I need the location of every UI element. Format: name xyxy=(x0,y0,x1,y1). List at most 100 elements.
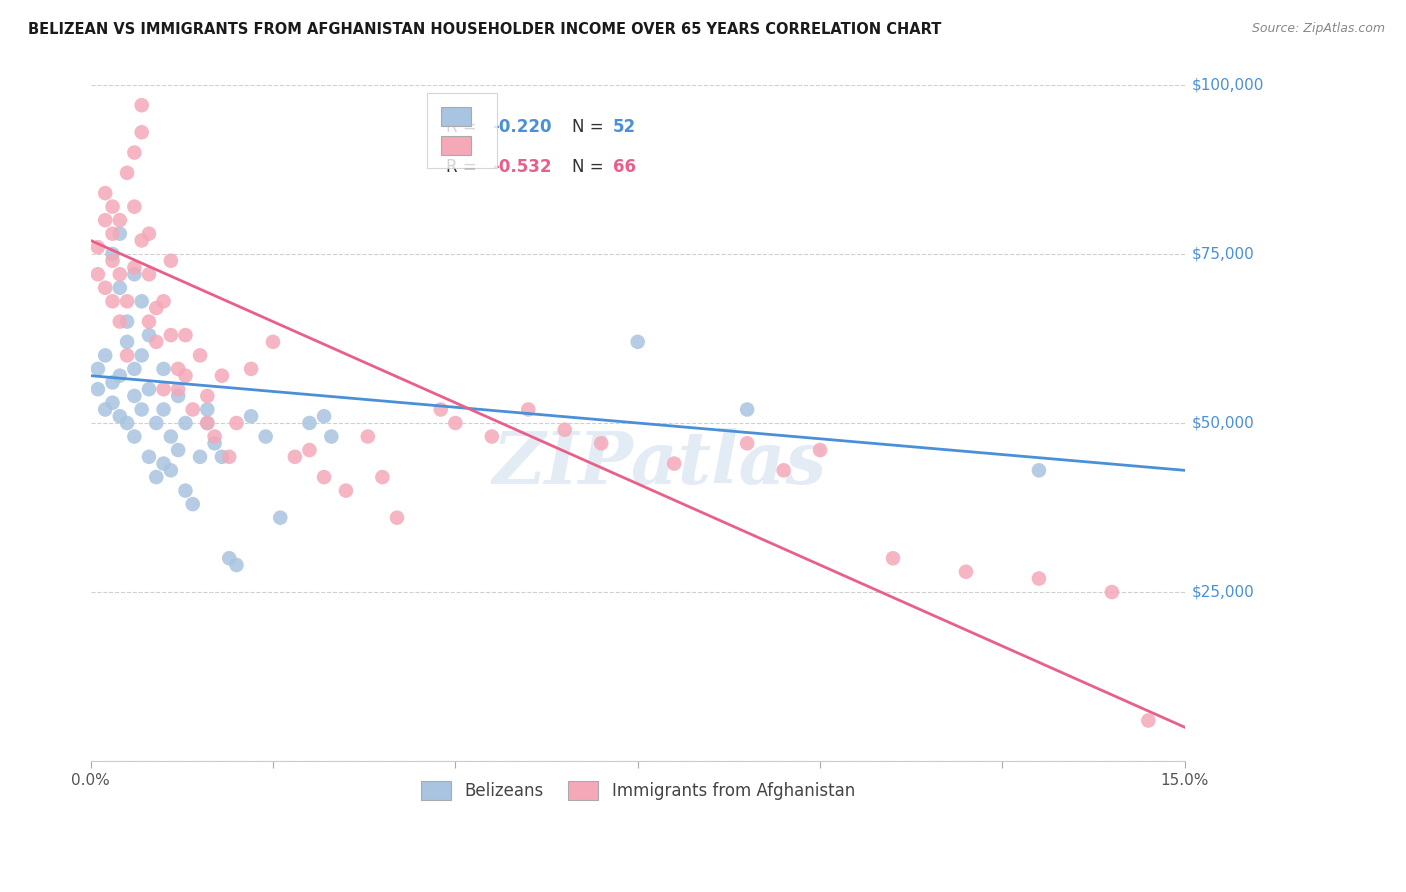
Point xyxy=(87,267,110,281)
Point xyxy=(124,200,146,214)
Point xyxy=(108,267,131,281)
Text: $100,000: $100,000 xyxy=(1192,78,1264,93)
Point xyxy=(225,416,247,430)
Point xyxy=(517,402,540,417)
Point xyxy=(298,416,321,430)
Point xyxy=(138,328,160,343)
Point xyxy=(955,565,977,579)
Point xyxy=(138,450,160,464)
Text: R =: R = xyxy=(446,159,482,177)
Text: -0.220: -0.220 xyxy=(492,118,551,136)
Point xyxy=(145,416,167,430)
Point xyxy=(1028,463,1050,477)
Point xyxy=(195,389,218,403)
Text: 66: 66 xyxy=(613,159,636,177)
Point xyxy=(94,402,117,417)
Point xyxy=(131,402,153,417)
Point xyxy=(211,450,233,464)
Point xyxy=(101,227,124,241)
Point xyxy=(1028,572,1050,586)
Point xyxy=(160,463,183,477)
Point xyxy=(188,450,211,464)
Point xyxy=(131,234,153,248)
Point xyxy=(181,402,204,417)
Point xyxy=(94,281,117,295)
Point xyxy=(174,328,197,343)
Point xyxy=(131,125,153,139)
Point xyxy=(1101,585,1123,599)
Point xyxy=(138,227,160,241)
Point xyxy=(131,98,153,112)
Point xyxy=(108,368,131,383)
Point xyxy=(167,443,190,458)
Point xyxy=(101,294,124,309)
Point xyxy=(101,200,124,214)
Point xyxy=(357,429,380,443)
Point xyxy=(262,334,284,349)
Point xyxy=(211,368,233,383)
Point xyxy=(772,463,794,477)
Point xyxy=(882,551,904,566)
Point xyxy=(152,457,174,471)
Point xyxy=(167,389,190,403)
Point xyxy=(108,315,131,329)
Point xyxy=(240,409,263,424)
Point xyxy=(195,402,218,417)
Point xyxy=(101,247,124,261)
Point xyxy=(124,260,146,275)
Point xyxy=(115,315,138,329)
Point xyxy=(188,348,211,362)
Point xyxy=(371,470,394,484)
Point xyxy=(204,429,226,443)
Point xyxy=(124,389,146,403)
Point xyxy=(124,429,146,443)
Point xyxy=(554,423,576,437)
Point xyxy=(115,166,138,180)
Point xyxy=(101,253,124,268)
Point xyxy=(124,267,146,281)
Point xyxy=(124,145,146,160)
Point xyxy=(269,510,291,524)
Point xyxy=(174,416,197,430)
Point xyxy=(335,483,357,498)
Point xyxy=(174,368,197,383)
Point xyxy=(108,213,131,227)
Point xyxy=(87,240,110,254)
Point xyxy=(94,186,117,201)
Point xyxy=(174,483,197,498)
Point xyxy=(240,362,263,376)
Point xyxy=(108,227,131,241)
Text: $50,000: $50,000 xyxy=(1192,416,1256,431)
Text: BELIZEAN VS IMMIGRANTS FROM AFGHANISTAN HOUSEHOLDER INCOME OVER 65 YEARS CORRELA: BELIZEAN VS IMMIGRANTS FROM AFGHANISTAN … xyxy=(28,22,942,37)
Point xyxy=(735,402,758,417)
Point xyxy=(87,362,110,376)
Point xyxy=(152,382,174,396)
Text: -0.532: -0.532 xyxy=(492,159,551,177)
Point xyxy=(94,348,117,362)
Point xyxy=(131,348,153,362)
Point xyxy=(160,328,183,343)
Point xyxy=(152,362,174,376)
Point xyxy=(101,376,124,390)
Point xyxy=(145,334,167,349)
Point xyxy=(664,457,686,471)
Point xyxy=(254,429,277,443)
Point xyxy=(145,470,167,484)
Point xyxy=(108,281,131,295)
Point xyxy=(138,382,160,396)
Text: N =: N = xyxy=(572,159,609,177)
Point xyxy=(152,294,174,309)
Point xyxy=(108,409,131,424)
Point xyxy=(312,409,335,424)
Point xyxy=(131,294,153,309)
Point xyxy=(284,450,307,464)
Text: 52: 52 xyxy=(613,118,636,136)
Point xyxy=(124,362,146,376)
Legend: Belizeans, Immigrants from Afghanistan: Belizeans, Immigrants from Afghanistan xyxy=(408,768,868,814)
Text: R =: R = xyxy=(446,118,482,136)
Point xyxy=(429,402,451,417)
Point xyxy=(1137,714,1160,728)
Point xyxy=(444,416,467,430)
Point xyxy=(735,436,758,450)
Point xyxy=(298,443,321,458)
